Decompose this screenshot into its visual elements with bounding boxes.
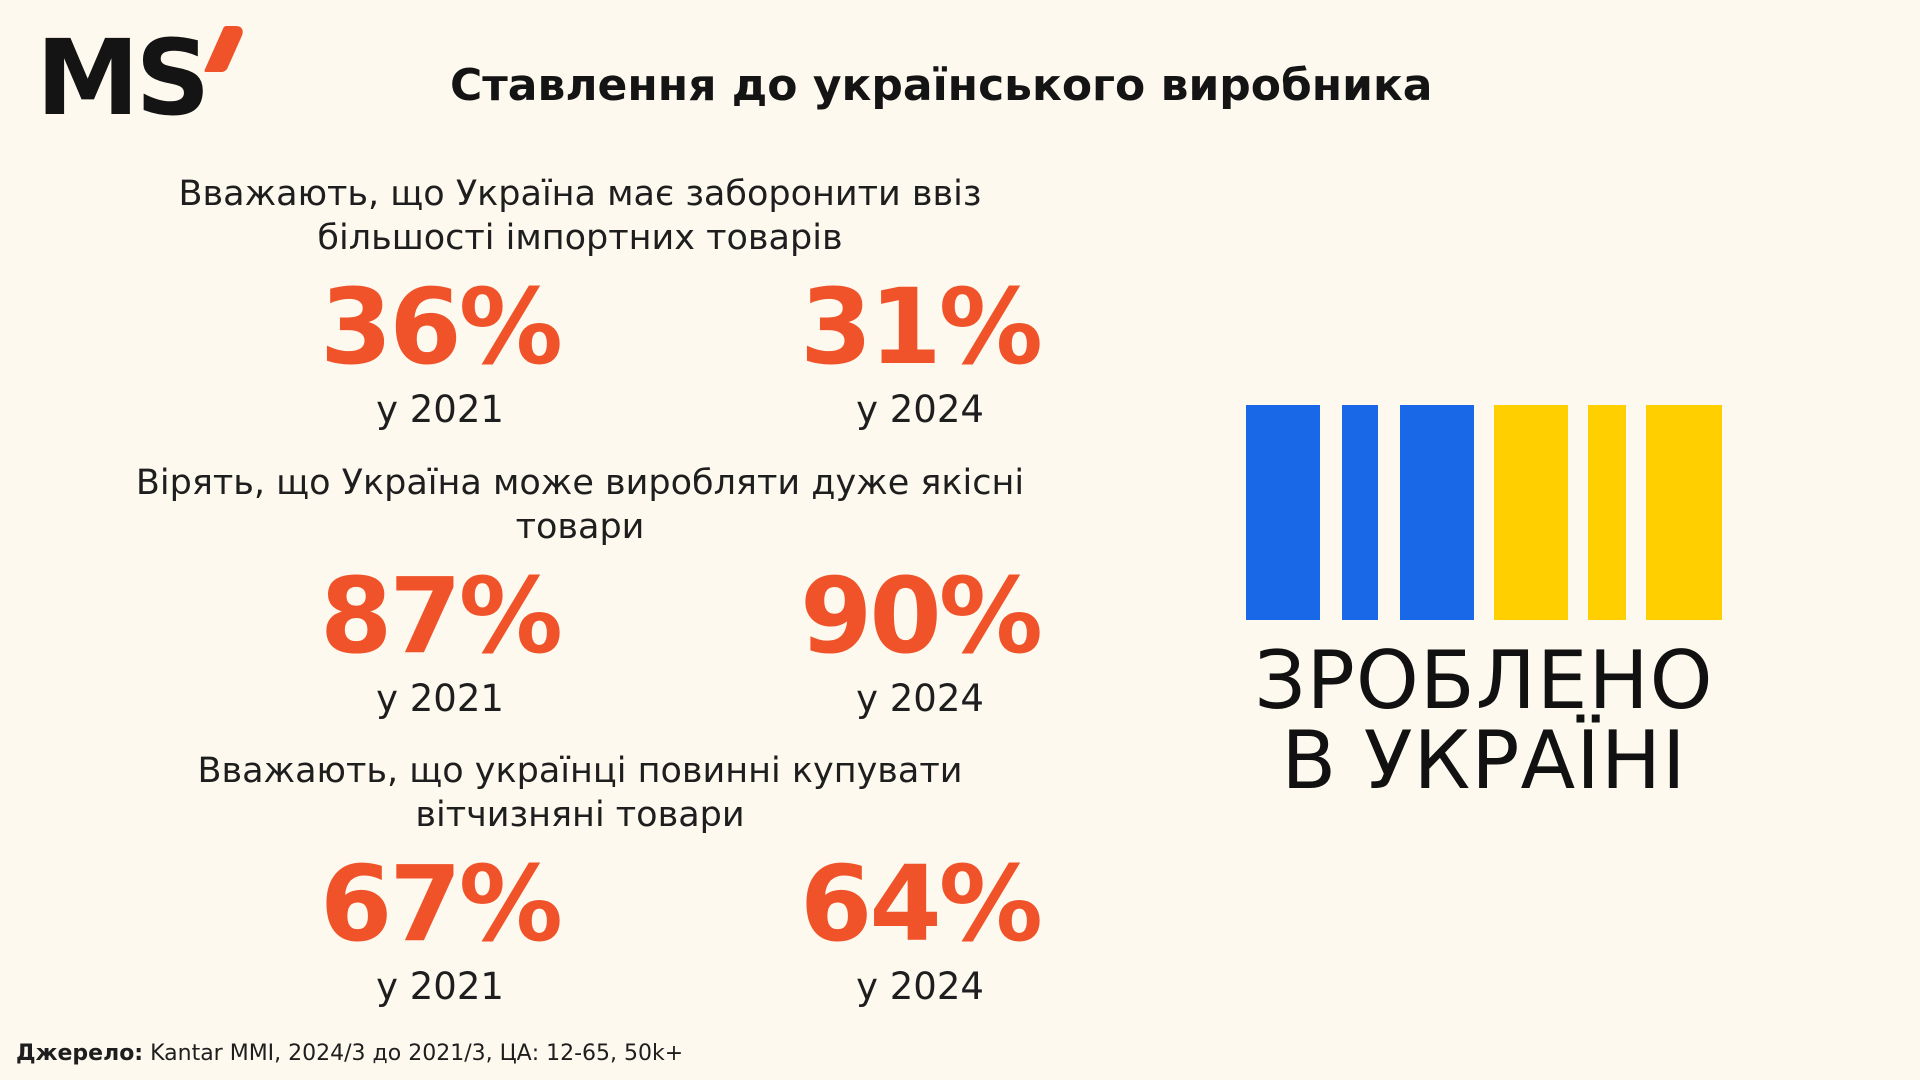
- source-footnote: Джерело: Kantar MMI, 2024/3 до 2021/3, Ц…: [16, 1040, 683, 1068]
- stat-value-2024: 64%: [800, 843, 1043, 965]
- source-label: Джерело:: [16, 1041, 144, 1066]
- ms-logo: MS: [36, 17, 247, 139]
- stat-block-import-ban: Вважають, що Україна має заборонити ввіз…: [100, 172, 1060, 452]
- logo-bar-blue: [1246, 405, 1320, 620]
- logo-text: MS: [36, 17, 210, 139]
- stat-description: Вірять, що Україна може виробляти дуже я…: [135, 463, 1025, 547]
- stat-year-2021: у 2021: [376, 677, 504, 720]
- stat-year-2021: у 2021: [376, 388, 504, 431]
- stat-block-buy-domestic: Вважають, що українці повинні купувати в…: [100, 749, 1060, 1029]
- stat-description: Вважають, що Україна має заборонити ввіз…: [178, 174, 982, 258]
- made-in-ukraine-logo: ЗРОБЛЕНО В УКРАЇНІ: [1246, 405, 1722, 807]
- stat-year-2024: у 2024: [856, 965, 984, 1008]
- stat-value-2021: 87%: [320, 555, 563, 677]
- logo-bar-yellow: [1494, 405, 1568, 620]
- logo-bar-yellow: [1646, 405, 1722, 620]
- logo-bar-blue: [1400, 405, 1474, 620]
- logo-line-in-ukraine: В УКРАЇНІ: [1281, 714, 1687, 807]
- stat-value-2021: 36%: [320, 266, 563, 388]
- stat-year-2024: у 2024: [856, 677, 984, 720]
- logo-apostrophe-mark: [204, 26, 247, 72]
- page-title: Ставлення до українського виробника: [450, 60, 1433, 111]
- stat-description: Вважають, що українці повинні купувати в…: [197, 751, 963, 835]
- stat-value-2024: 90%: [800, 555, 1043, 677]
- stat-block-quality-goods: Вірять, що Україна може виробляти дуже я…: [100, 461, 1060, 741]
- stat-year-2024: у 2024: [856, 388, 984, 431]
- stat-value-2024: 31%: [800, 266, 1043, 388]
- logo-line-made: ЗРОБЛЕНО: [1254, 634, 1714, 727]
- stat-year-2021: у 2021: [376, 965, 504, 1008]
- source-text: Kantar MMI, 2024/3 до 2021/3, ЦА: 12-65,…: [143, 1041, 684, 1066]
- stat-value-2021: 67%: [320, 843, 563, 965]
- logo-bar-blue: [1342, 405, 1378, 620]
- logo-bar-yellow: [1588, 405, 1626, 620]
